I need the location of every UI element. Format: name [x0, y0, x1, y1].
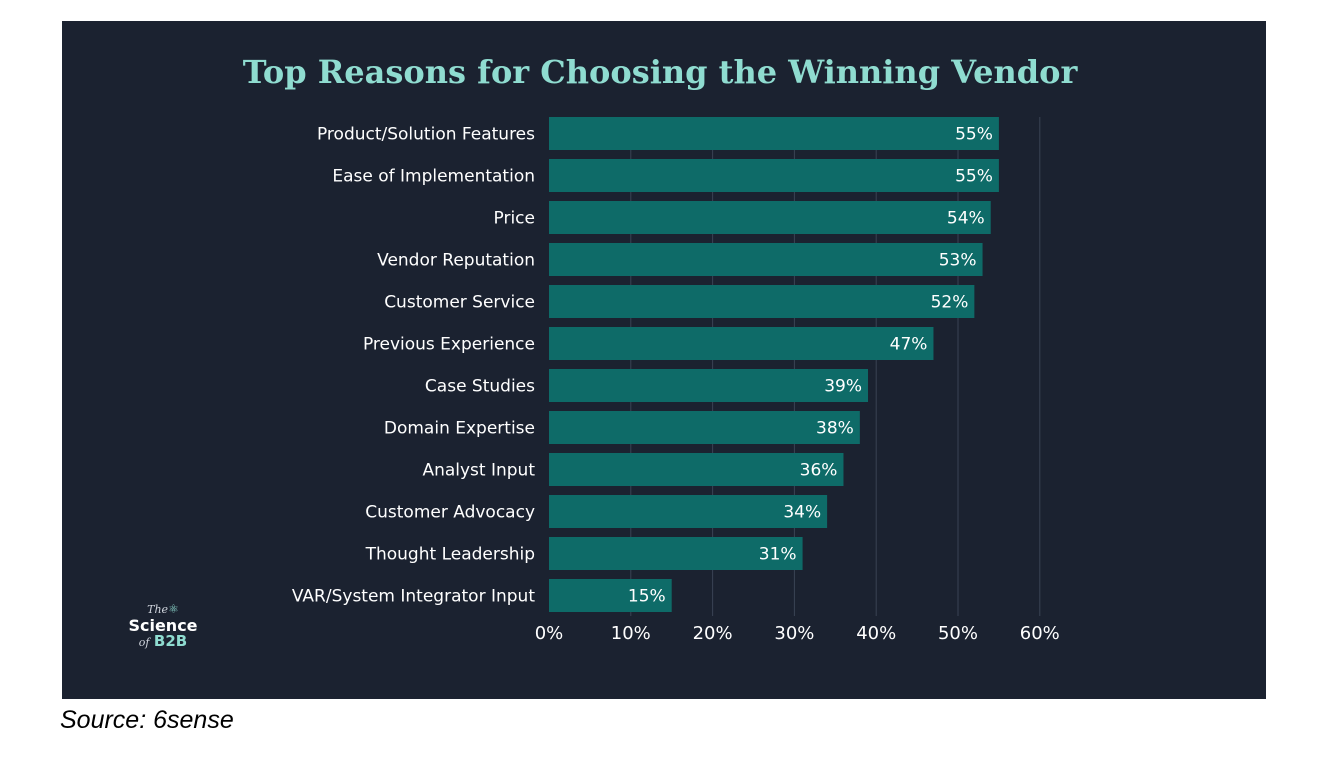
bar: [549, 537, 803, 570]
category-label: Analyst Input: [422, 461, 535, 481]
category-label: Case Studies: [425, 377, 535, 397]
x-tick-label: 20%: [693, 623, 733, 644]
grid-layer: [630, 117, 1041, 616]
x-tick-label: 0%: [535, 623, 564, 644]
bar: [549, 243, 983, 276]
category-label: Ease of Implementation: [332, 167, 535, 187]
value-label: 53%: [939, 251, 977, 271]
x-axis: 0% 10% 20% 30% 40% 50% 60%: [535, 623, 1060, 644]
value-label: 15%: [628, 587, 666, 607]
category-label: VAR/System Integrator Input: [292, 587, 535, 607]
logo-science: Science: [128, 616, 198, 635]
bar: [549, 285, 975, 318]
category-label: Thought Leadership: [365, 545, 535, 565]
category-label: Product/Solution Features: [317, 125, 535, 145]
chart-panel: Top Reasons for Choosing the Winning Ven…: [62, 21, 1266, 699]
category-label: Previous Experience: [363, 335, 535, 355]
bar: [549, 369, 869, 402]
x-tick-label: 50%: [938, 623, 978, 644]
value-label: 47%: [890, 335, 928, 355]
logo-of: of: [138, 636, 150, 649]
bar: [549, 117, 999, 150]
x-tick-label: 40%: [856, 623, 896, 644]
value-label: 38%: [816, 419, 854, 439]
value-label: 36%: [800, 461, 838, 481]
bar: [549, 495, 828, 528]
logo-the: The: [147, 603, 169, 616]
logo-b2b: B2B: [153, 632, 188, 650]
value-label: 55%: [955, 167, 993, 187]
bar: [549, 453, 844, 486]
category-label: Customer Service: [384, 293, 535, 313]
category-label: Vendor Reputation: [377, 251, 535, 271]
category-label: Price: [494, 209, 535, 229]
bar-layer: Product/Solution Features 55% Ease of Impl…: [292, 117, 999, 612]
chart-title: Top Reasons for Choosing the Winning Ven…: [243, 53, 1079, 91]
value-label: 52%: [931, 293, 969, 313]
value-label: 34%: [783, 503, 821, 523]
source-caption: Source: 6sense: [60, 706, 234, 734]
science-of-b2b-logo: The⚛ Science of B2B: [126, 601, 200, 650]
bar: [549, 327, 934, 360]
category-label: Domain Expertise: [384, 419, 535, 439]
bar: [549, 201, 991, 234]
x-tick-label: 10%: [611, 623, 651, 644]
bar: [549, 159, 999, 192]
value-label: 39%: [824, 377, 862, 397]
value-label: 54%: [947, 209, 985, 229]
bar-chart: Top Reasons for Choosing the Winning Ven…: [243, 53, 1079, 644]
x-tick-label: 60%: [1020, 623, 1060, 644]
category-label: Customer Advocacy: [365, 503, 535, 523]
bar: [549, 411, 860, 444]
value-label: 31%: [759, 545, 797, 565]
value-label: 55%: [955, 125, 993, 145]
atom-icon: ⚛: [168, 602, 179, 616]
x-tick-label: 30%: [774, 623, 814, 644]
bar: [549, 579, 672, 612]
